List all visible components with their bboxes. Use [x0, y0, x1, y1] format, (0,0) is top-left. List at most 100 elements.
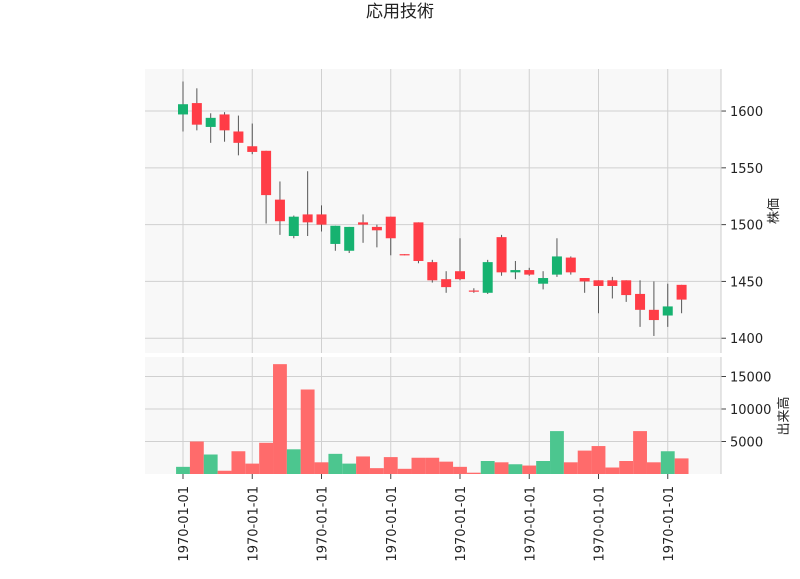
candle-body-down [496, 237, 507, 273]
volume-bar-down [397, 468, 412, 474]
candle-body-down [676, 284, 687, 300]
price-tick-label: 1450 [730, 275, 763, 290]
volume-bar-down [466, 472, 481, 474]
volume-bar-down [522, 465, 537, 474]
price-axis-label: 株価 [767, 198, 782, 224]
candle-body-down [593, 280, 604, 286]
candle [635, 280, 646, 327]
candle-body-up [344, 226, 355, 251]
volume-bar-down [619, 461, 634, 474]
candle-body-down [302, 214, 313, 223]
x-tick-label: 1970-01-01 [593, 486, 608, 562]
candle-body-down [455, 271, 465, 280]
candle-body-up [510, 270, 521, 273]
candle-body-down [468, 290, 479, 292]
volume-bar-up [536, 461, 551, 474]
candle [288, 215, 299, 239]
x-tick-label: 1970-01-01 [385, 486, 400, 562]
candle [399, 254, 410, 256]
candle [607, 276, 618, 299]
candle-body-down [441, 279, 452, 288]
volume-bar-down [217, 470, 232, 474]
candle-body-down [399, 254, 410, 256]
volume-bar-down [369, 468, 384, 474]
volume-bar-down [383, 457, 398, 474]
candle [551, 238, 562, 277]
candle [385, 216, 396, 256]
volume-bar-down [314, 462, 329, 474]
candle [496, 234, 507, 276]
candles [178, 81, 687, 336]
candle-body-down [607, 280, 618, 286]
candle [302, 171, 313, 236]
axes: 1400 1450 1500 1550 1600 5000 10000 15000 1970-0… [177, 69, 771, 562]
x-tick-label: 1970-01-01 [523, 486, 538, 562]
candle [427, 259, 438, 283]
volume-bar-down [646, 462, 661, 474]
candle [219, 112, 230, 142]
candle-body-up [551, 256, 562, 275]
candle [621, 280, 632, 302]
candle-body-down [358, 222, 369, 225]
volume-bar-up [508, 464, 523, 474]
candle-body-down [579, 278, 590, 282]
candle-body-down [261, 150, 272, 196]
candle-body-down [621, 280, 632, 296]
volume-axis-label: 出来高 [776, 396, 792, 435]
x-tick-label: 1970-01-01 [246, 486, 261, 562]
x-tick-label: 1970-01-01 [316, 486, 331, 562]
candle-body-down [219, 114, 230, 131]
volume-bar-down [231, 451, 246, 474]
volume-bar-down [453, 466, 467, 474]
candle-body-down [191, 103, 202, 125]
candle [662, 283, 673, 327]
candle-body-down [371, 226, 382, 231]
volume-bar-up [480, 461, 495, 474]
candle [233, 115, 244, 156]
volume-bars [176, 364, 689, 474]
candle [468, 288, 479, 293]
volume-bar-down [273, 364, 287, 474]
volume-bar-down [189, 441, 204, 474]
price-tick-label: 1400 [730, 332, 763, 347]
candle [413, 222, 424, 264]
chart-title: 応用技術 [366, 2, 434, 22]
candle [247, 123, 258, 155]
candle [565, 256, 576, 275]
candle [524, 267, 535, 276]
candle-body-up [205, 117, 216, 127]
volume-bar-down [591, 446, 606, 474]
price-tick-label: 1600 [730, 105, 763, 120]
candle [510, 260, 521, 280]
price-panel-background [145, 69, 721, 353]
volume-bar-down [674, 458, 689, 474]
volume-bar-up [550, 431, 564, 474]
candle-body-down [524, 270, 535, 275]
candle-body-up [662, 306, 673, 316]
x-tick-label: 1970-01-01 [662, 486, 677, 562]
candle-body-down [427, 262, 438, 281]
candle [178, 81, 188, 132]
volume-bar-up [286, 449, 301, 474]
candle [455, 238, 465, 281]
candle-body-up [538, 278, 549, 284]
candle [371, 224, 382, 248]
volume-bar-down [563, 462, 578, 474]
candle [676, 284, 687, 314]
candle-body-down [316, 214, 327, 225]
candle-body-up [482, 262, 493, 293]
candle [316, 205, 327, 232]
candle-body-down [648, 309, 659, 321]
volume-bar-down [633, 431, 647, 474]
candle-body-down [565, 257, 576, 273]
x-tick-label: 1970-01-01 [177, 486, 192, 562]
volume-bar-up [328, 453, 343, 474]
price-tick-label: 1550 [730, 162, 763, 177]
candle [205, 113, 216, 143]
candle [261, 150, 272, 224]
candle [579, 278, 590, 293]
price-tick-label: 1500 [730, 219, 763, 234]
volume-bar-down [425, 457, 440, 474]
candle [538, 271, 549, 290]
volume-bar-down [245, 463, 260, 474]
